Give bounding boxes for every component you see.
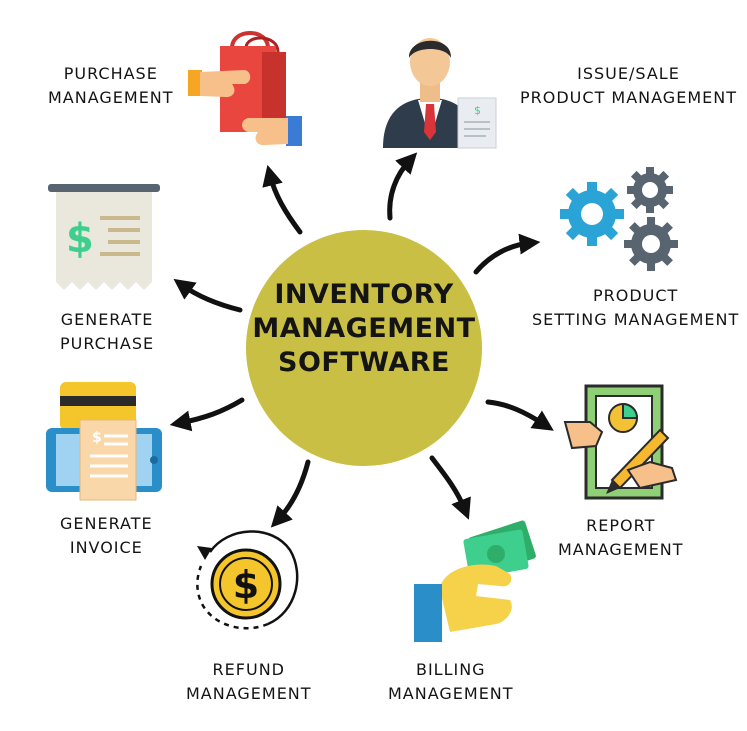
label-line2: MANAGEMENT — [558, 540, 684, 559]
arrow-to-product-setting — [473, 233, 541, 275]
hand-money-icon — [414, 520, 536, 642]
label-generate-invoice: GENERATE INVOICE — [60, 512, 153, 560]
label-line1: BILLING — [415, 660, 486, 679]
invoice-tablet-icon: $ — [46, 382, 162, 501]
label-issue-sale: ISSUE/SALE PRODUCT MANAGEMENT — [520, 62, 737, 110]
label-refund-management: REFUND MANAGEMENT — [186, 658, 312, 706]
label-line1: PURCHASE — [63, 64, 158, 83]
svg-text:$: $ — [92, 430, 102, 446]
arrow-to-billing — [429, 455, 471, 520]
label-line2: MANAGEMENT — [186, 684, 312, 703]
arrows — [169, 152, 554, 528]
label-line1: REFUND — [212, 660, 285, 679]
center-title-line1: INVENTORY — [274, 279, 454, 310]
arrow-to-purchase — [262, 164, 303, 235]
svg-text:$: $ — [233, 563, 259, 607]
report-chart-icon — [563, 384, 678, 500]
svg-text:$: $ — [66, 216, 94, 262]
label-line1: GENERATE — [60, 310, 154, 329]
businessman-icon: $ — [383, 38, 497, 149]
arrow-to-report — [485, 399, 554, 431]
arrow-to-issue-sale — [387, 152, 418, 221]
svg-text:$: $ — [474, 104, 481, 117]
label-line2: INVOICE — [69, 538, 143, 557]
label-report-management: REPORT MANAGEMENT — [558, 514, 684, 562]
label-line2: MANAGEMENT — [388, 684, 514, 703]
center-title-line3: SOFTWARE — [278, 347, 450, 378]
label-line1: REPORT — [586, 516, 656, 535]
gears-icon — [560, 167, 678, 271]
arrow-to-generate-purchase — [173, 278, 243, 313]
center-title-line2: MANAGEMENT — [252, 313, 476, 344]
label-line2: PRODUCT MANAGEMENT — [520, 88, 737, 107]
label-line1: ISSUE/SALE — [577, 64, 680, 83]
label-line1: GENERATE — [60, 514, 153, 533]
label-line2: PURCHASE — [60, 334, 155, 353]
label-product-setting: PRODUCT SETTING MANAGEMENT — [532, 284, 739, 332]
arrow-to-refund — [270, 459, 311, 528]
label-purchase-management: PURCHASE MANAGEMENT — [48, 62, 174, 110]
label-line1: PRODUCT — [592, 286, 679, 305]
label-billing-management: BILLING MANAGEMENT — [388, 658, 514, 706]
center-title: INVENTORY MANAGEMENT SOFTWARE — [248, 278, 480, 380]
label-line2: MANAGEMENT — [48, 88, 174, 107]
label-generate-purchase: GENERATE PURCHASE — [60, 308, 154, 356]
shopping-bag-handshake-icon — [188, 31, 302, 146]
dollar-coin-icon: $ — [196, 530, 299, 630]
center-circle — [246, 230, 482, 466]
receipt-icon: $ — [48, 184, 160, 290]
arrow-to-invoice — [169, 397, 245, 432]
label-line2: SETTING MANAGEMENT — [532, 310, 740, 329]
